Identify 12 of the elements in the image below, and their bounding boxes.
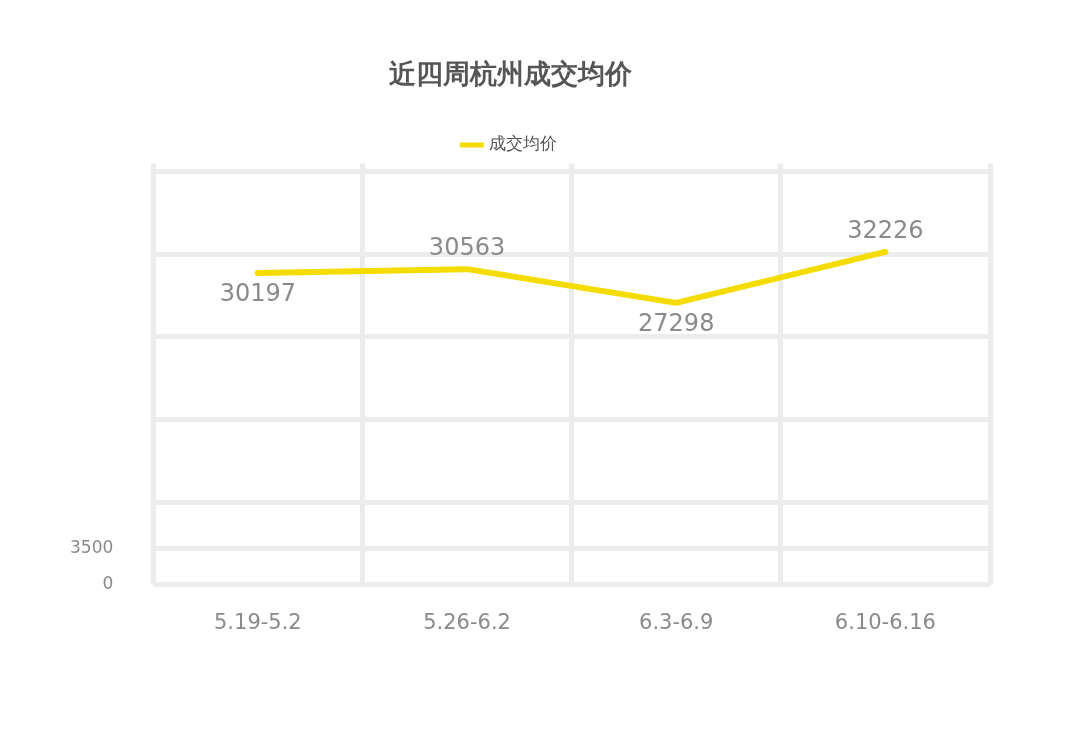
data-label: 32226 xyxy=(847,216,924,245)
x-tick-label: 6.10-6.16 xyxy=(834,609,936,634)
y-tick-label: 0 xyxy=(102,573,114,594)
data-label: 27298 xyxy=(638,309,715,338)
data-label: 30197 xyxy=(219,279,297,308)
x-tick-label: 5.19-5.2 xyxy=(213,609,302,634)
chart-title: 近四周杭州成交均价 xyxy=(388,58,633,90)
y-tick-label: 3500 xyxy=(70,537,114,558)
x-tick-label: 5.26-6.2 xyxy=(423,609,511,634)
data-label: 30563 xyxy=(428,233,506,262)
x-tick-label: 6.3-6.9 xyxy=(639,609,714,634)
legend-label: 成交均价 xyxy=(488,133,557,154)
